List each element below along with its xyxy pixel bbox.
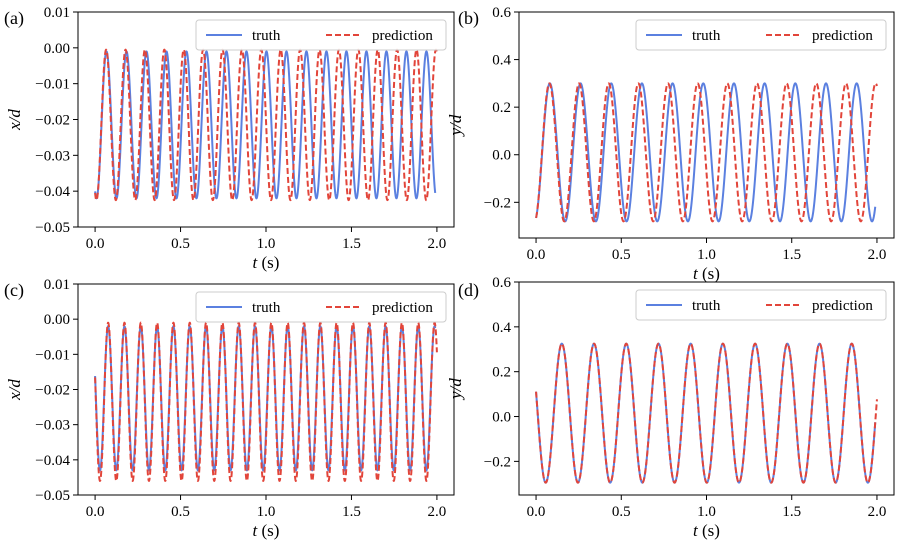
- x-axis-variable: t: [693, 264, 699, 283]
- x-axis-variable: t: [693, 521, 699, 540]
- y-tick-label: 0.0: [492, 410, 511, 426]
- y-tick-label: 0.2: [492, 100, 511, 116]
- chart-panel-3: 0.0 0.5 1.0 1.5 2.0 −0.05 −0.04 −0.03 −0.02 −0.01…: [4, 277, 455, 540]
- panel-label: (a): [4, 8, 24, 29]
- x-axis-variable: t: [253, 521, 259, 540]
- y-tick-label: −0.05: [35, 488, 70, 504]
- y-tick-label: −0.02: [35, 113, 70, 129]
- legend-label-prediction: prediction: [372, 28, 433, 44]
- y-tick-label: 0.0: [492, 148, 511, 164]
- x-tick-label: 0.0: [527, 247, 546, 263]
- y-tick-label: −0.02: [35, 383, 70, 399]
- legend-label-truth: truth: [252, 300, 281, 316]
- y-tick-label: −0.03: [35, 148, 70, 164]
- series-group: [535, 342, 878, 484]
- y-tick-label: 0.4: [492, 53, 511, 69]
- x-tick-label: 1.0: [257, 236, 276, 252]
- x-axis-unit: (s): [698, 521, 720, 540]
- x-tick-label: 2.0: [428, 236, 447, 252]
- y-axis-label: x/d: [5, 109, 24, 131]
- x-tick-label: 0.5: [612, 247, 631, 263]
- y-axis-label: x/d: [5, 379, 24, 401]
- y-tick-label: 0.00: [44, 312, 70, 328]
- x-tick-label: 0.0: [527, 504, 546, 520]
- y-tick-label: −0.01: [35, 77, 70, 93]
- legend-box: [635, 289, 887, 321]
- series-line-prediction: [535, 82, 878, 223]
- series-group: [94, 48, 438, 202]
- series-line-truth: [535, 82, 877, 223]
- chart-panel-2: 0.0 0.5 1.0 1.5 2.0 −0.2 0.0 0.2 0.4 0.6 t (s) y/d (…: [446, 5, 895, 283]
- series-line-prediction: [94, 48, 438, 202]
- y-tick-label: −0.2: [484, 195, 511, 211]
- legend-box: [195, 291, 447, 323]
- y-tick-label: −0.04: [35, 453, 70, 469]
- y-tick-label: 0.00: [44, 41, 70, 57]
- legend-box: [195, 19, 447, 51]
- legend-label-prediction: prediction: [812, 298, 873, 314]
- chart-panel-4: 0.0 0.5 1.0 1.5 2.0 −0.2 0.0 0.2 0.4 0.6 t (s) y/d (…: [446, 275, 895, 540]
- x-tick-label: 1.5: [342, 504, 361, 520]
- x-tick-label: 0.0: [86, 504, 105, 520]
- series-line-prediction: [535, 342, 878, 484]
- panel-label: (d): [458, 280, 479, 301]
- x-axis-variable: t: [253, 253, 259, 272]
- y-tick-label: −0.2: [484, 454, 511, 470]
- legend-label-prediction: prediction: [812, 28, 873, 44]
- x-tick-label: 1.0: [697, 247, 716, 263]
- series-group: [535, 82, 878, 223]
- y-tick-label: 0.6: [492, 275, 511, 291]
- panel-label: (b): [458, 8, 479, 29]
- x-tick-label: 0.0: [86, 236, 105, 252]
- legend-label-prediction: prediction: [372, 300, 433, 316]
- legend: truth prediction: [195, 291, 447, 323]
- legend-label-truth: truth: [692, 28, 721, 44]
- y-tick-label: −0.05: [35, 220, 70, 236]
- x-tick-label: 0.5: [171, 504, 190, 520]
- x-tick-label: 0.5: [612, 504, 631, 520]
- legend-box: [635, 19, 887, 51]
- x-axis-label: t (s): [253, 253, 280, 272]
- legend-label-truth: truth: [692, 298, 721, 314]
- x-tick-label: 1.5: [782, 504, 801, 520]
- x-tick-label: 1.0: [257, 504, 276, 520]
- x-tick-label: 1.5: [782, 247, 801, 263]
- x-axis-unit: (s): [257, 253, 279, 272]
- y-axis-label: y/d: [446, 114, 465, 137]
- chart-panel-1: 0.0 0.5 1.0 1.5 2.0 −0.05 −0.04 −0.03 −0.02 −0.01…: [4, 5, 455, 272]
- series-line-truth: [94, 50, 437, 200]
- x-axis-unit: (s): [698, 264, 720, 283]
- legend: truth prediction: [195, 19, 447, 51]
- x-tick-label: 1.0: [697, 504, 716, 520]
- y-tick-label: 0.01: [44, 277, 70, 293]
- x-axis-label: t (s): [253, 521, 280, 540]
- x-tick-label: 2.0: [428, 504, 447, 520]
- x-tick-label: 1.5: [342, 236, 361, 252]
- y-tick-label: 0.2: [492, 365, 511, 381]
- x-axis-label: t (s): [693, 521, 720, 540]
- legend: truth prediction: [635, 19, 887, 51]
- x-tick-label: 2.0: [868, 247, 887, 263]
- legend: truth prediction: [635, 289, 887, 321]
- y-tick-label: −0.01: [35, 347, 70, 363]
- x-axis-label: t (s): [693, 264, 720, 283]
- y-tick-label: −0.03: [35, 418, 70, 434]
- x-tick-label: 2.0: [868, 504, 887, 520]
- y-axis-label: y/d: [446, 378, 465, 401]
- y-tick-label: 0.6: [492, 5, 511, 21]
- x-tick-label: 0.5: [171, 236, 190, 252]
- y-tick-label: 0.01: [44, 5, 70, 21]
- legend-label-truth: truth: [252, 28, 281, 44]
- series-group: [94, 321, 438, 482]
- panel-label: (c): [4, 280, 24, 301]
- x-axis-unit: (s): [257, 521, 279, 540]
- series-line-prediction: [94, 321, 438, 482]
- y-tick-label: −0.04: [35, 184, 70, 200]
- y-tick-label: 0.4: [492, 320, 511, 336]
